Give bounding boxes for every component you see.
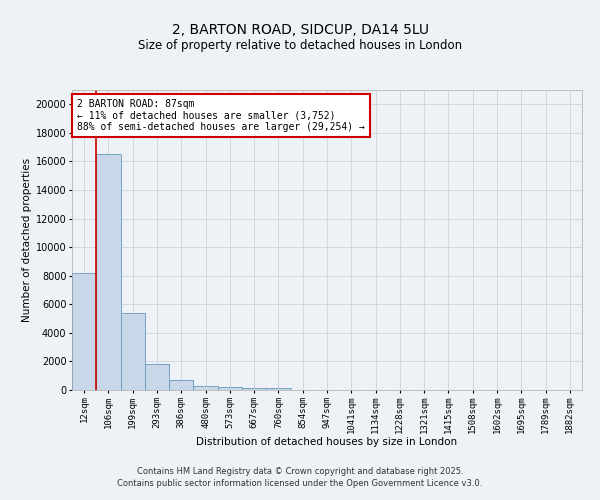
Bar xyxy=(145,364,169,390)
Bar xyxy=(72,273,96,390)
Bar xyxy=(169,380,193,390)
Bar xyxy=(193,386,218,390)
Text: 2, BARTON ROAD, SIDCUP, DA14 5LU: 2, BARTON ROAD, SIDCUP, DA14 5LU xyxy=(172,22,428,36)
Bar xyxy=(121,313,145,390)
Bar xyxy=(242,388,266,390)
Bar xyxy=(96,154,121,390)
Y-axis label: Number of detached properties: Number of detached properties xyxy=(22,158,32,322)
Bar xyxy=(218,387,242,390)
Text: Contains HM Land Registry data © Crown copyright and database right 2025.
Contai: Contains HM Land Registry data © Crown c… xyxy=(118,466,482,487)
Text: 2 BARTON ROAD: 87sqm
← 11% of detached houses are smaller (3,752)
88% of semi-de: 2 BARTON ROAD: 87sqm ← 11% of detached h… xyxy=(77,99,365,132)
X-axis label: Distribution of detached houses by size in London: Distribution of detached houses by size … xyxy=(196,438,458,448)
Text: Size of property relative to detached houses in London: Size of property relative to detached ho… xyxy=(138,39,462,52)
Bar xyxy=(266,388,290,390)
